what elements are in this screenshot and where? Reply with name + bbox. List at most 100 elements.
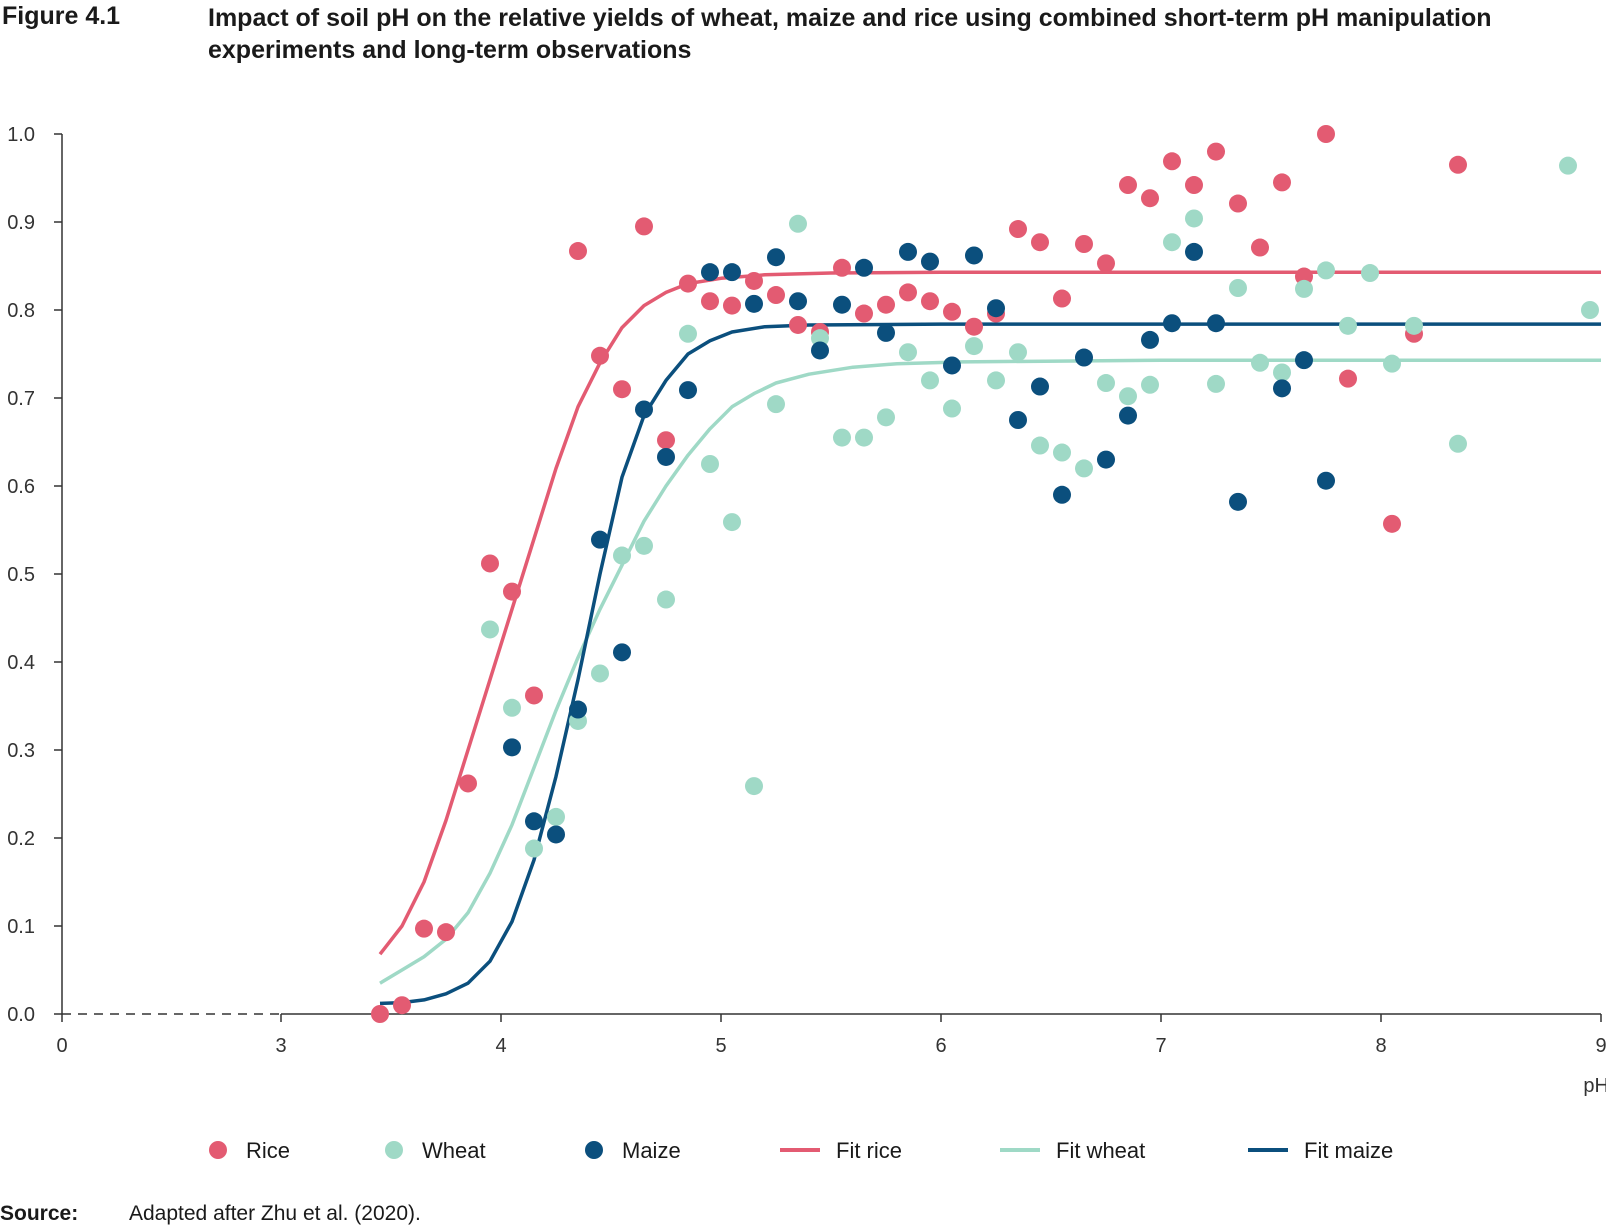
wheat-point <box>525 839 543 858</box>
maize-point <box>1295 351 1313 370</box>
legend-item-fit-maize: Fit maize <box>1248 1138 1393 1163</box>
wheat-point <box>679 324 697 343</box>
wheat-point <box>987 371 1005 390</box>
y-tick-label: 0.3 <box>7 740 35 762</box>
wheat-point <box>877 408 895 427</box>
wheat-point <box>1185 209 1203 228</box>
rice-point <box>1317 125 1335 143</box>
maize-point <box>1229 492 1247 511</box>
y-tick-label: 0.6 <box>7 476 35 498</box>
rice-point <box>943 302 961 321</box>
rice-point <box>723 296 741 315</box>
wheat-point <box>503 698 521 717</box>
figure-header: Figure 4.1 Impact of soil pH on the rela… <box>0 0 1606 70</box>
maize-point <box>811 341 829 360</box>
maize-point <box>635 400 653 419</box>
wheat-point <box>833 428 851 447</box>
legend-item-wheat: Wheat <box>385 1138 486 1163</box>
rice-point <box>855 304 873 323</box>
maize-point <box>899 242 917 261</box>
rice-point <box>481 554 499 573</box>
rice-point <box>1229 194 1247 213</box>
x-tick-label: 8 <box>1375 1035 1386 1057</box>
wheat-point <box>789 214 807 233</box>
rice-point <box>1097 254 1115 273</box>
maize-point <box>613 643 631 662</box>
wheat-point <box>899 343 917 362</box>
rice-point <box>503 582 521 601</box>
figure-label: Figure 4.1 <box>2 2 121 30</box>
source-label: Source: <box>0 1202 79 1225</box>
rice-point <box>1383 514 1401 533</box>
maize-point <box>547 825 565 844</box>
rice-point <box>415 919 433 938</box>
wheat-point <box>1361 264 1379 283</box>
rice-point <box>767 286 785 305</box>
legend-item-maize: Maize <box>585 1138 681 1163</box>
maize-point <box>855 258 873 277</box>
rice-point <box>1119 176 1137 195</box>
wheat-point <box>701 455 719 473</box>
rice-point <box>921 292 939 311</box>
wheat-point <box>723 513 741 532</box>
rice-point <box>1075 235 1093 253</box>
wheat-point <box>965 337 983 356</box>
maize-point <box>1317 471 1335 490</box>
maize-point <box>833 295 851 314</box>
rice-point <box>1163 152 1181 171</box>
rice-point <box>1273 173 1291 192</box>
rice-point <box>745 271 763 290</box>
y-tick-label: 0.1 <box>7 916 35 938</box>
wheat-point <box>1229 279 1247 297</box>
wheat-point <box>1053 443 1071 462</box>
x-tick-label: 9 <box>1595 1035 1606 1057</box>
legend-item-fit-rice: Fit rice <box>780 1138 902 1163</box>
rice-point <box>701 292 719 311</box>
wheat-point <box>1449 434 1467 453</box>
rice-point <box>899 283 917 302</box>
rice-point <box>1251 238 1269 257</box>
legend-label: Rice <box>246 1138 290 1163</box>
fit-lines <box>378 270 1601 1006</box>
maize-point <box>1009 411 1027 429</box>
rice-point <box>635 217 653 236</box>
rice-point <box>1031 233 1049 252</box>
rice-point <box>1009 220 1027 239</box>
scatter-chart: 0.0 0.1 0.2 0.3 0.4 0.5 0.6 0.7 0.8 0.9 1.0 0 3 4 5 6 7 8… <box>7 124 1606 1163</box>
wheat-point <box>1163 233 1181 252</box>
y-tick-label: 0.2 <box>7 828 35 850</box>
rice-point <box>459 774 477 793</box>
rice-point <box>1339 369 1357 388</box>
maize-point <box>745 294 763 313</box>
wheat-point <box>547 807 565 826</box>
maize-point <box>1075 348 1093 367</box>
series-wheat <box>481 156 1599 858</box>
legend-label: Fit maize <box>1304 1138 1393 1163</box>
wheat-point <box>1383 354 1401 373</box>
rice-point <box>877 295 895 314</box>
maize-point <box>1097 450 1115 469</box>
rice-point <box>657 431 675 450</box>
x-axis-label: pH <box>1583 1075 1606 1097</box>
y-tick-label: 0.0 <box>7 1004 35 1026</box>
wheat-point <box>943 399 961 418</box>
maize-point <box>503 738 521 757</box>
maize-point <box>987 299 1005 318</box>
rice-point <box>569 242 587 261</box>
wheat-point <box>1339 316 1357 335</box>
maize-point <box>1273 379 1291 398</box>
maize-point <box>525 812 543 831</box>
maize-point <box>569 700 587 719</box>
y-tick-label: 0.5 <box>7 564 35 586</box>
legend-item-rice: Rice <box>209 1138 290 1163</box>
wheat-point <box>767 395 785 414</box>
maize-point <box>591 530 609 549</box>
wheat-point <box>657 590 675 609</box>
legend-label: Fit rice <box>836 1138 902 1163</box>
wheat-point <box>1207 374 1225 393</box>
x-tick-label: 4 <box>495 1035 506 1057</box>
rice-point <box>613 380 631 399</box>
rice-point <box>371 1005 389 1023</box>
wheat-point <box>811 329 829 348</box>
wheat-point <box>591 664 609 683</box>
